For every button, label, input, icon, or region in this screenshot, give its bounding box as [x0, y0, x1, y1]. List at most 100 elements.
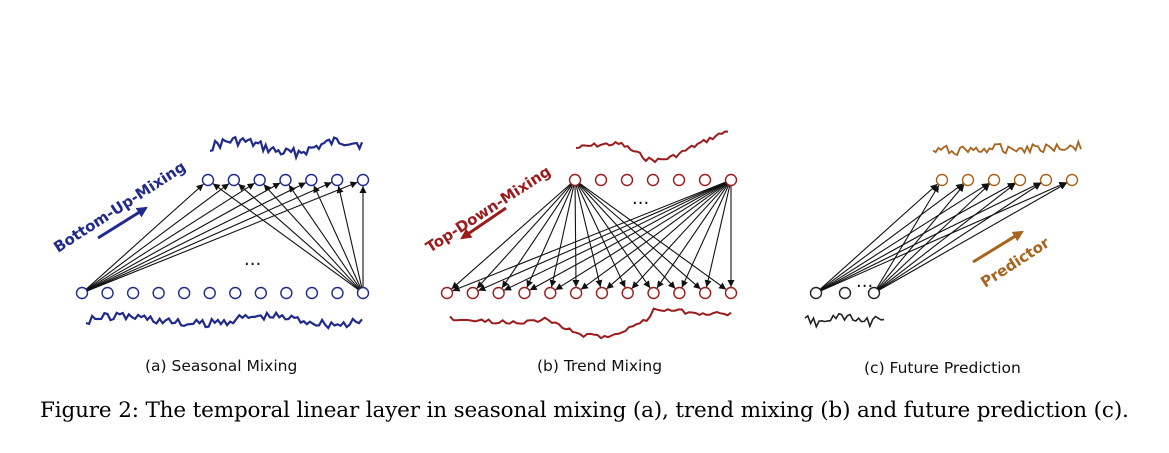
seasonal-arrow-right-4	[313, 185, 362, 289]
trend-top-node-1	[594, 173, 608, 187]
trend-bottom-node-6	[595, 286, 609, 300]
seasonal-nodes	[75, 173, 370, 300]
trend-nodes	[440, 173, 738, 300]
trend-arrow-right-2	[503, 181, 727, 291]
seasonal-bottom-node-0	[75, 286, 89, 300]
trend-bottom-node-5	[569, 286, 583, 300]
seasonal-bottom-node-9	[305, 286, 319, 300]
trend-arrows	[451, 181, 735, 292]
future-arrow-a-0	[819, 183, 938, 290]
trend-arrow-right-5	[580, 182, 727, 290]
trend-bottom-node-0	[440, 286, 454, 300]
trend-arrow-right-9	[681, 184, 730, 288]
seasonal-arrow-left-2	[86, 182, 255, 291]
seasonal-direction-label: Bottom-Up-Mixing	[50, 158, 189, 257]
trend-top-node-4	[672, 173, 686, 187]
seasonal-top-node-0	[201, 173, 215, 187]
trend-direction-label: Top-Down-Mixing	[422, 162, 554, 256]
seasonal-top-node-5	[330, 173, 344, 187]
trend-arrow-left-1	[476, 183, 572, 289]
panel-future-prediction: Predictor ... (c) Future Prediction	[804, 139, 1082, 377]
future-arrow-a-1	[820, 183, 964, 291]
future-direction-arrow	[972, 230, 1024, 264]
seasonal-arrow-right-1	[237, 183, 360, 290]
future-arrow-b-5	[878, 182, 1068, 291]
seasonal-top-node-6	[356, 173, 370, 187]
future-arrow-a-2	[820, 182, 990, 291]
future-arrows	[819, 181, 1068, 292]
seasonal-ellipsis: ...	[244, 249, 261, 270]
trend-top-node-3	[646, 173, 660, 187]
seasonal-bottom-node-10	[331, 286, 344, 300]
seasonal-top-node-1	[227, 173, 241, 187]
seasonal-bottom-node-6	[229, 286, 242, 300]
trend-arrow-left-11	[579, 182, 727, 290]
seasonal-top-node-3	[279, 173, 292, 187]
trend-arrow-left-3	[526, 184, 574, 288]
trend-arrow-right-6	[606, 183, 728, 290]
trend-arrow-right-10	[704, 185, 731, 288]
future-output-node-0	[935, 173, 949, 187]
seasonal-arrow-right-5	[336, 185, 363, 288]
trend-direction-arrow	[460, 206, 507, 240]
future-arrow-b-3	[878, 183, 1016, 291]
trend-arrow-left-5	[572, 185, 580, 288]
seasonal-bottom-node-2	[126, 286, 140, 300]
trend-arrow-right-4	[555, 182, 727, 291]
seasonal-arrows	[85, 181, 367, 292]
trend-arrow-left-4	[549, 185, 575, 288]
trend-bottom-node-4	[544, 286, 557, 300]
trend-bottom-node-9	[673, 286, 686, 300]
trend-top-node-2	[620, 173, 634, 187]
future-arrow-b-4	[878, 182, 1042, 291]
trend-bottom-node-8	[647, 286, 660, 300]
future-subcaption: (c) Future Prediction	[864, 359, 1021, 377]
seasonal-arrow-left-3	[86, 182, 281, 291]
future-nodes	[809, 173, 1079, 300]
future-arrow-a-3	[820, 182, 1016, 291]
seasonal-wave-top	[209, 135, 364, 162]
future-wave-bottom	[804, 312, 885, 329]
seasonal-arrow-right-0	[212, 183, 359, 291]
seasonal-bottom-node-7	[254, 286, 268, 300]
trend-bottom-node-7	[621, 286, 634, 300]
trend-arrow-right-0	[452, 181, 727, 292]
seasonal-bottom-node-5	[203, 286, 216, 300]
future-arrow-b-2	[877, 183, 991, 290]
trend-arrow-left-0	[451, 183, 572, 290]
seasonal-top-node-2	[253, 173, 266, 187]
trend-bottom-node-11	[724, 286, 738, 300]
figure-caption: Figure 2: The temporal linear layer in s…	[40, 398, 1129, 423]
seasonal-arrow-right-2	[263, 184, 360, 290]
seasonal-bottom-node-4	[177, 286, 191, 300]
future-arrow-b-0	[876, 184, 940, 289]
trend-ellipsis: ...	[632, 188, 649, 209]
trend-arrow-right-8	[656, 184, 729, 289]
trend-top-node-5	[698, 173, 712, 187]
trend-arrow-left-2	[501, 184, 573, 289]
seasonal-top-node-4	[305, 173, 318, 187]
seasonal-arrow-right-3	[288, 184, 361, 289]
seasonal-arrow-left-6	[86, 181, 358, 292]
future-output-node-2	[987, 173, 1001, 187]
seasonal-subcaption: (a) Seasonal Mixing	[145, 357, 297, 375]
seasonal-wave-bottom	[85, 310, 363, 330]
future-arrow-a-5	[820, 181, 1067, 292]
future-input-node-2	[867, 286, 881, 300]
seasonal-arrow-left-1	[86, 183, 230, 291]
seasonal-arrow-left-5	[86, 181, 332, 292]
future-input-node-0	[809, 286, 823, 300]
panel-trend-mixing: Top-Down-Mixing ... (b) Trend Mixing	[422, 130, 738, 375]
panel-seasonal-mixing: Bottom-Up-Mixing ... (a) Seasonal Mixing	[50, 135, 370, 375]
seasonal-arrow-left-0	[85, 183, 204, 290]
trend-top-node-6	[724, 173, 738, 187]
seasonal-bottom-node-1	[101, 286, 114, 300]
future-output-node-3	[1013, 173, 1027, 187]
seasonal-arrow-left-4	[86, 182, 307, 292]
trend-bottom-node-10	[698, 286, 712, 300]
future-output-node-4	[1039, 173, 1053, 187]
future-arrow-a-4	[820, 182, 1041, 292]
future-wave-top	[932, 139, 1082, 157]
seasonal-bottom-node-8	[280, 286, 293, 300]
